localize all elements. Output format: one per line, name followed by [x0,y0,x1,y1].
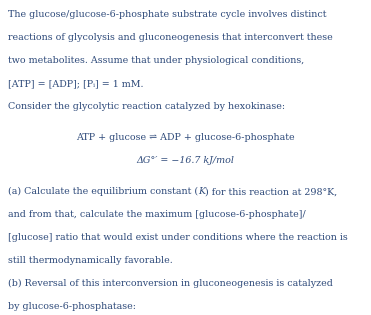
Text: Consider the glycolytic reaction catalyzed by hexokinase:: Consider the glycolytic reaction catalyz… [8,102,285,111]
Text: (a) Calculate the equilibrium constant (: (a) Calculate the equilibrium constant ( [8,187,198,196]
Text: and from that, calculate the maximum [glucose-6-phosphate]/: and from that, calculate the maximum [gl… [8,210,306,219]
Text: ) for this reaction at 298°K,: ) for this reaction at 298°K, [206,187,338,196]
Text: two metabolites. Assume that under physiological conditions,: two metabolites. Assume that under physi… [8,56,305,65]
Text: still thermodynamically favorable.: still thermodynamically favorable. [8,256,173,265]
Text: K: K [198,187,206,196]
Text: ΔG°′ = −16.7 kJ/mol: ΔG°′ = −16.7 kJ/mol [137,156,234,165]
Text: reactions of glycolysis and gluconeogenesis that interconvert these: reactions of glycolysis and gluconeogene… [8,33,333,42]
Text: The glucose/glucose-6-phosphate substrate cycle involves distinct: The glucose/glucose-6-phosphate substrat… [8,10,326,19]
Text: (b) Reversal of this interconversion in gluconeogenesis is catalyzed: (b) Reversal of this interconversion in … [8,279,333,288]
Text: by glucose-6-phosphatase:: by glucose-6-phosphatase: [8,302,136,311]
Text: [glucose] ratio that would exist under conditions where the reaction is: [glucose] ratio that would exist under c… [8,233,348,242]
Text: [ATP] = [ADP]; [Pᵢ] = 1 mM.: [ATP] = [ADP]; [Pᵢ] = 1 mM. [8,79,144,88]
Text: ATP + glucose ⇌ ADP + glucose-6-phosphate: ATP + glucose ⇌ ADP + glucose-6-phosphat… [76,133,295,142]
